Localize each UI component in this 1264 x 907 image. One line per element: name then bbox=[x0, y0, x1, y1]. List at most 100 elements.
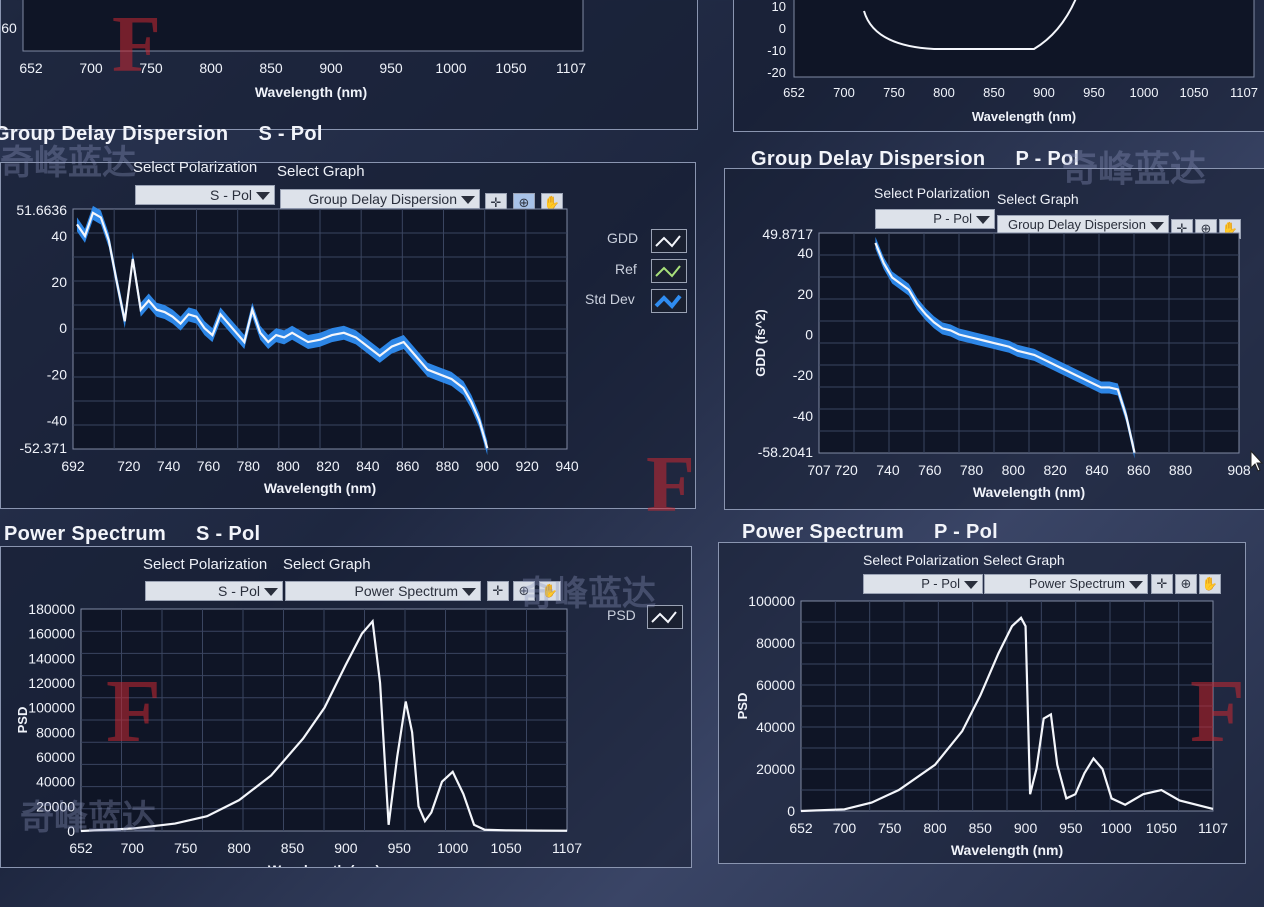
crosshair-icon: ✛ bbox=[490, 195, 502, 210]
gdd-s-polarization-select[interactable]: S - Pol bbox=[135, 185, 275, 205]
x-tick-label: 850 bbox=[969, 820, 993, 836]
std-dev-band bbox=[76, 205, 488, 456]
ps-s-cursor-tool-button[interactable]: ✛ bbox=[487, 581, 509, 601]
zoom-icon: ⊕ bbox=[1200, 221, 1212, 236]
ps-s-title: Power Spectrum S - Pol bbox=[4, 523, 260, 546]
zoom-icon: ⊕ bbox=[1180, 576, 1192, 591]
x-tick-label: 700 bbox=[833, 85, 855, 100]
y-tick-label: 180000 bbox=[28, 601, 75, 617]
ps-s-graph-value: Power Spectrum bbox=[354, 583, 458, 599]
chevron-down-icon bbox=[461, 196, 475, 204]
watermark-f-2: F bbox=[106, 662, 161, 761]
ps-p-title: Power Spectrum P - Pol bbox=[742, 521, 998, 544]
watermark-f-4: F bbox=[646, 441, 695, 529]
x-tick-label: 780 bbox=[960, 462, 984, 478]
ps-p-select-polarization-label: Select Polarization bbox=[863, 552, 979, 568]
ps-p-polarization-select[interactable]: P - Pol bbox=[863, 574, 983, 594]
ps-s-panel: Select Polarization Select Graph S - Pol… bbox=[0, 546, 692, 868]
gdd-s-chart[interactable]: 692 720 740 760 780 800 820 840 860 880 900 920 940 4… bbox=[1, 163, 695, 508]
gdd-p-select-polarization-label: Select Polarization bbox=[874, 185, 990, 201]
gdd-s-title-text: Group Delay Dispersion bbox=[0, 123, 229, 145]
x-tick-label: 652 bbox=[783, 85, 805, 100]
x-tick-label: 1050 bbox=[495, 60, 526, 76]
ps-p-graph-select[interactable]: Power Spectrum bbox=[984, 574, 1148, 594]
gdd-s-graph-value: Group Delay Dispersion bbox=[308, 191, 457, 207]
x-tick-label: 840 bbox=[356, 458, 380, 474]
y-tick-label: 40000 bbox=[756, 719, 795, 735]
crosshair-icon: ✛ bbox=[1176, 221, 1188, 236]
x-tick-label: 900 bbox=[319, 60, 343, 76]
ps-s-title-pol: S - Pol bbox=[196, 523, 261, 545]
x-tick-label: 750 bbox=[883, 85, 905, 100]
y-tick-label: 20 bbox=[797, 286, 813, 302]
y-tick-label: 40 bbox=[797, 245, 813, 261]
y-tick-label: 140000 bbox=[28, 650, 75, 666]
ps-s-pan-tool-button[interactable]: ✋ bbox=[539, 581, 561, 601]
ps-p-chart[interactable]: 652 700 750 800 850 900 950 1000 1050 1107 100000 8… bbox=[719, 543, 1245, 863]
chevron-down-icon bbox=[462, 588, 476, 596]
ps-p-zoom-tool-button[interactable]: ⊕ bbox=[1175, 574, 1197, 594]
x-tick-label: 750 bbox=[139, 60, 163, 76]
mouse-cursor-icon bbox=[1250, 450, 1264, 472]
x-tick-label: 880 bbox=[1169, 462, 1193, 478]
x-tick-label: 800 bbox=[923, 820, 947, 836]
x-axis-label: Wavelength (nm) bbox=[972, 109, 1076, 124]
x-tick-label: 1000 bbox=[435, 60, 466, 76]
ps-p-panel: Select Polarization Select Graph P - Pol… bbox=[718, 542, 1246, 864]
top-left-plot-area bbox=[22, 0, 584, 52]
y-tick-label: 20000 bbox=[756, 761, 795, 777]
gdd-p-polarization-select[interactable]: P - Pol bbox=[875, 209, 995, 229]
y-tick-label: 160000 bbox=[28, 626, 75, 642]
x-tick-label: 950 bbox=[388, 840, 412, 856]
x-tick-label: 707 bbox=[807, 462, 831, 478]
crosshair-icon: ✛ bbox=[492, 583, 504, 598]
gdd-p-panel: Select Polarization Select Graph P - Pol… bbox=[724, 168, 1264, 510]
series-line-psd bbox=[800, 616, 1214, 813]
y-tick-label: 0 bbox=[67, 823, 75, 839]
gdd-s-legend-gdd-icon bbox=[655, 235, 681, 248]
x-tick-label: 860 bbox=[1127, 462, 1151, 478]
gdd-p-chart[interactable]: 707 720 740 760 780 800 820 840 860 880 908 40 20 0 -2… bbox=[725, 169, 1264, 509]
gdd-s-graph-select[interactable]: Group Delay Dispersion bbox=[280, 189, 480, 209]
watermark-cjk-1: 奇峰蓝达 bbox=[1062, 149, 1207, 189]
hand-icon: ✋ bbox=[543, 195, 561, 210]
gdd-s-select-graph-label: Select Graph bbox=[277, 163, 365, 180]
x-tick-label: 760 bbox=[197, 458, 221, 474]
x-tick-label: 1107 bbox=[556, 60, 586, 76]
series-line-gdd bbox=[76, 211, 489, 449]
x-tick-label: 800 bbox=[276, 458, 300, 474]
x-tick-label: 820 bbox=[316, 458, 340, 474]
x-tick-label: 940 bbox=[555, 458, 579, 474]
x-tick-label: 750 bbox=[174, 840, 198, 856]
top-right-series-line bbox=[863, 0, 1077, 50]
x-tick-label: 692 bbox=[61, 458, 85, 474]
y-max-label: 51.6636 bbox=[16, 202, 67, 218]
y-tick-label: -20 bbox=[767, 65, 786, 80]
gdd-p-graph-value: Group Delay Dispersion bbox=[1007, 217, 1146, 232]
ps-s-zoom-tool-button[interactable]: ⊕ bbox=[513, 581, 535, 601]
ps-s-chart[interactable]: 652 700 750 800 850 900 950 1000 1050 1107 180000 1… bbox=[1, 547, 691, 867]
ps-s-polarization-select[interactable]: S - Pol bbox=[145, 581, 283, 601]
y-min-label: -58.2041 bbox=[758, 444, 813, 460]
x-tick-label: 1000 bbox=[1130, 85, 1159, 100]
gdd-s-legend-ref-swatch bbox=[651, 259, 687, 283]
ps-s-graph-select[interactable]: Power Spectrum bbox=[285, 581, 481, 601]
ps-p-title-text: Power Spectrum bbox=[742, 521, 905, 543]
x-tick-label: 1107 bbox=[1230, 85, 1258, 100]
series-line-gdd bbox=[874, 242, 1136, 453]
top-right-panel: 10 0 -10 -20 652 700 750 800 850 900 950 1000 1050 11… bbox=[733, 0, 1264, 132]
x-tick-label: 700 bbox=[121, 840, 145, 856]
x-tick-label: 880 bbox=[436, 458, 460, 474]
chevron-down-icon bbox=[1150, 222, 1164, 230]
gdd-s-pan-tool-button[interactable]: ✋ bbox=[541, 193, 563, 213]
x-tick-label: 1050 bbox=[1146, 820, 1177, 836]
std-dev-band bbox=[875, 236, 1135, 459]
x-tick-label: 850 bbox=[983, 85, 1005, 100]
ps-p-cursor-tool-button[interactable]: ✛ bbox=[1151, 574, 1173, 594]
ps-p-pan-tool-button[interactable]: ✋ bbox=[1199, 574, 1221, 594]
gdd-p-graph-select[interactable]: Group Delay Dispersion bbox=[997, 215, 1169, 235]
y-tick-label: 100000 bbox=[748, 593, 795, 609]
y-tick-label: -40 bbox=[47, 412, 67, 428]
top-left-panel: 652 700 750 800 850 900 950 1000 1050 1107 60 Wavel… bbox=[0, 0, 698, 130]
y-tick-label: 10 bbox=[772, 0, 786, 14]
